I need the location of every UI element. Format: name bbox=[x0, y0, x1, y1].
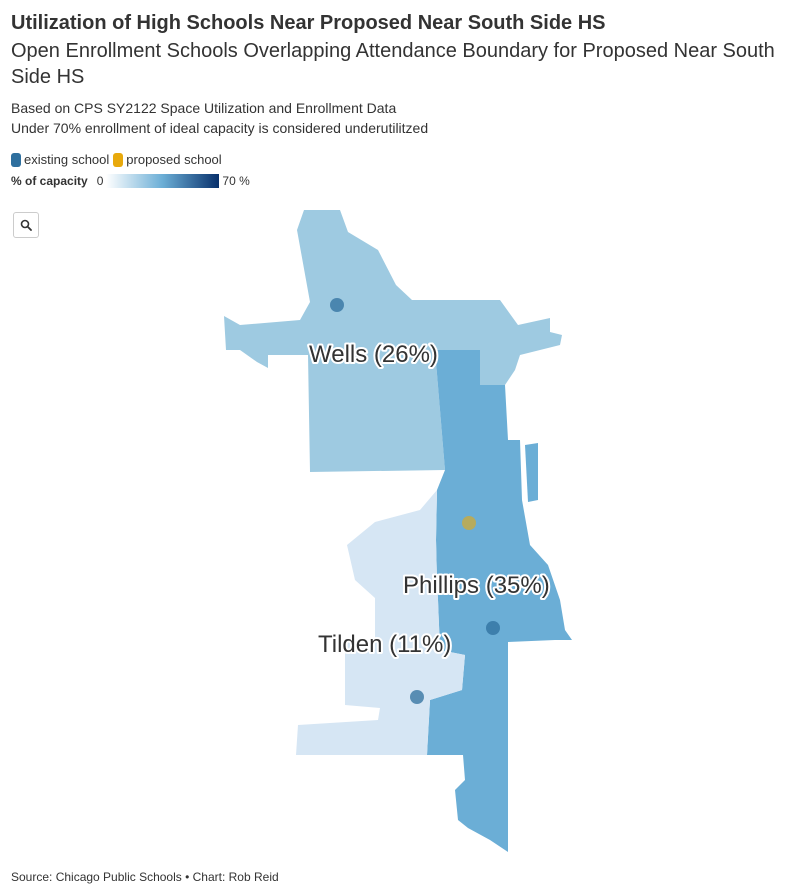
region-lakefront bbox=[525, 443, 538, 502]
region-tilden[interactable] bbox=[296, 490, 465, 755]
legend-existing-label: existing school bbox=[24, 152, 110, 167]
legend-item-existing[interactable]: existing school bbox=[11, 152, 109, 167]
category-legend: existing school proposed school bbox=[11, 152, 226, 167]
scale-gradient bbox=[106, 174, 220, 188]
proposed-school-swatch bbox=[113, 152, 124, 167]
description-line-1: Based on CPS SY2122 Space Utilization an… bbox=[11, 100, 397, 116]
region-phillips[interactable] bbox=[427, 350, 572, 852]
scale-max: 70 % bbox=[222, 174, 250, 188]
proposed-school-marker[interactable] bbox=[462, 516, 476, 530]
label-wells: Wells (26%) bbox=[309, 341, 438, 368]
region-wells[interactable] bbox=[224, 210, 562, 472]
existing-school-marker-phillips[interactable] bbox=[486, 621, 500, 635]
existing-school-marker-tilden[interactable] bbox=[410, 690, 424, 704]
existing-school-swatch bbox=[11, 152, 21, 167]
source-note: Source: Chicago Public Schools • Chart: … bbox=[11, 870, 279, 884]
legend-proposed-label: proposed school bbox=[126, 152, 222, 167]
chart-title: Utilization of High Schools Near Propose… bbox=[11, 12, 606, 34]
existing-school-marker-wells[interactable] bbox=[330, 298, 344, 312]
legend-item-proposed[interactable]: proposed school bbox=[113, 152, 222, 167]
color-scale-legend: % of capacity 0 70 % bbox=[11, 174, 250, 188]
description-line-2: Under 70% enrollment of ideal capacity i… bbox=[11, 120, 429, 136]
chart-subtitle: Open Enrollment Schools Overlapping Atte… bbox=[11, 40, 775, 88]
label-tilden: Tilden (11%) bbox=[318, 631, 451, 658]
map-search-button[interactable] bbox=[13, 212, 39, 238]
search-icon bbox=[20, 219, 32, 231]
scale-label: % of capacity bbox=[11, 174, 88, 188]
scale-min: 0 bbox=[96, 174, 104, 188]
label-phillips: Phillips (35%) bbox=[403, 572, 550, 599]
